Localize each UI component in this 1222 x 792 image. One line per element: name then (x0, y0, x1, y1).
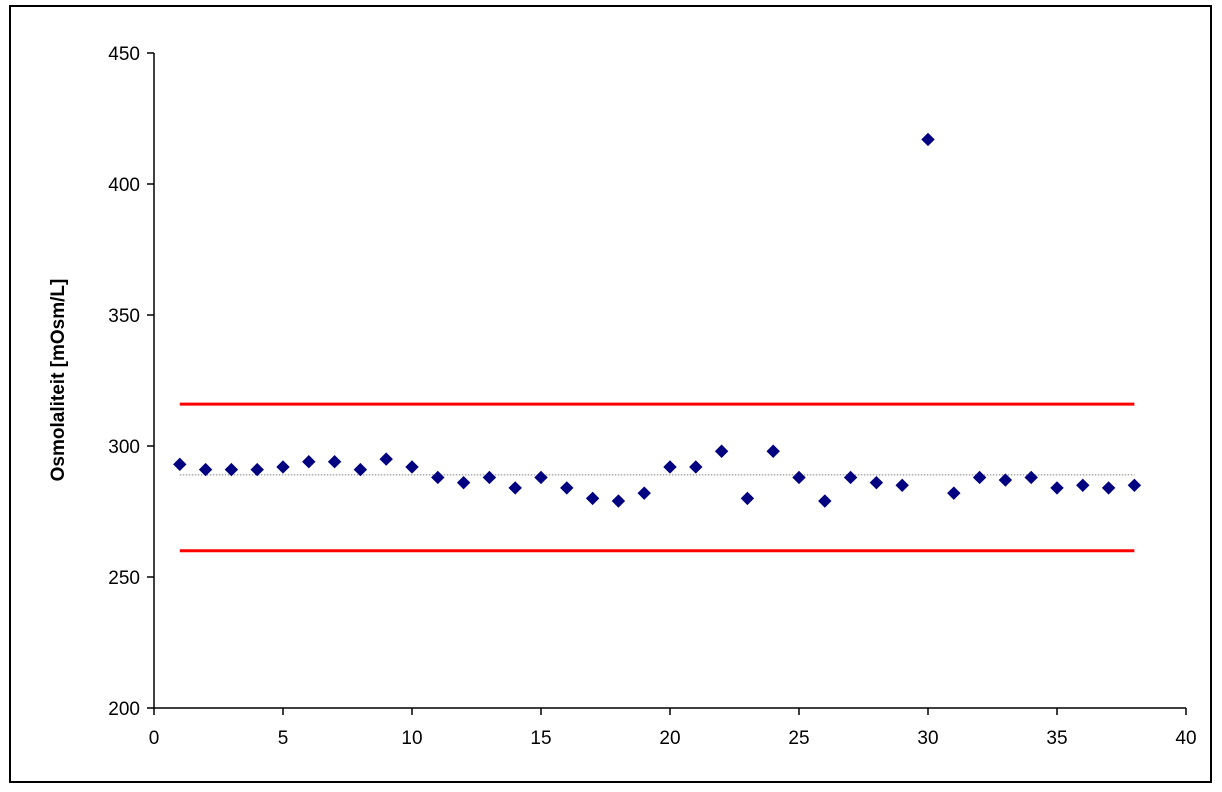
data-point (895, 478, 909, 493)
data-point (353, 462, 368, 477)
chart-border (9, 5, 1212, 783)
data-point (585, 491, 600, 506)
data-point (482, 470, 497, 485)
data-point (740, 491, 755, 506)
data-point (998, 473, 1013, 487)
x-tick-label: 20 (659, 728, 680, 749)
data-point (1076, 478, 1090, 493)
data-point (327, 455, 342, 469)
data-point (869, 475, 884, 490)
data-point (1101, 481, 1116, 495)
ticks: 200 250 300 350 400 450 0 5 10 15 20 25 30 35 40 (108, 44, 1196, 749)
data-point (921, 132, 935, 147)
data-point (456, 475, 471, 490)
data-point (508, 481, 522, 495)
data-point (302, 455, 316, 469)
data-point (689, 460, 703, 474)
data-point (224, 462, 239, 477)
y-tick-label: 300 (108, 437, 140, 458)
x-tick-label: 15 (530, 728, 551, 749)
data-points (173, 132, 1142, 508)
x-tick-label: 35 (1046, 728, 1067, 749)
data-point (379, 452, 393, 466)
data-point (818, 494, 832, 508)
data-point (766, 444, 780, 458)
data-point (173, 457, 187, 472)
data-point (637, 486, 651, 500)
data-point (663, 460, 677, 474)
y-tick-label: 400 (108, 175, 140, 196)
x-tick-label: 40 (1175, 728, 1196, 749)
data-point (714, 444, 729, 458)
data-point (405, 460, 419, 474)
data-point (198, 462, 213, 477)
x-tick-label: 5 (278, 728, 289, 749)
x-tick-label: 30 (917, 728, 938, 749)
data-point (947, 486, 961, 500)
data-point (843, 470, 858, 485)
data-point (1127, 478, 1142, 493)
x-tick-label: 25 (788, 728, 809, 749)
data-point (431, 470, 445, 485)
x-tick-label: 10 (401, 728, 422, 749)
data-point (611, 494, 626, 508)
reference-lines (179, 402, 1135, 553)
y-tick-label: 250 (108, 568, 140, 589)
y-tick-label: 450 (108, 44, 140, 65)
y-tick-label: 200 (108, 699, 140, 720)
data-point (972, 470, 987, 485)
x-tick-label: 0 (149, 728, 160, 749)
data-point (250, 462, 264, 477)
y-tick-label: 350 (108, 306, 140, 327)
data-point (560, 481, 574, 495)
data-point (792, 470, 806, 485)
data-point (534, 470, 548, 485)
data-point (276, 460, 290, 474)
data-point (1050, 481, 1064, 495)
y-axis-title: Osmolaliteit [mOsm/L] (48, 279, 69, 482)
data-point (1024, 470, 1038, 485)
